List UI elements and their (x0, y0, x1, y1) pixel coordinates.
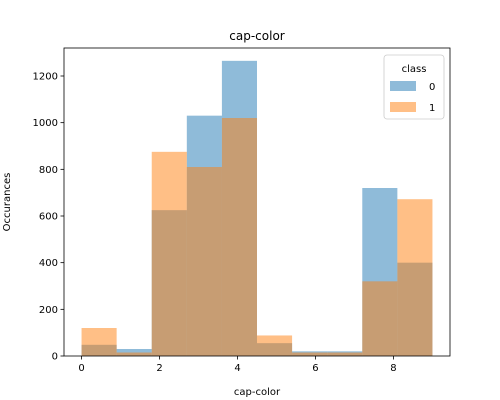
bar-class-1-bin-7 (327, 352, 363, 356)
x-axis-ticks: 0 2 4 6 8 (78, 356, 397, 374)
legend-label-class-0: 0 (429, 82, 435, 93)
x-tick-label: 2 (156, 363, 162, 374)
x-tick-label: 4 (234, 363, 240, 374)
bar-class-1-bin-0 (81, 328, 117, 356)
bar-class-1-bin-8 (362, 281, 398, 356)
x-tick-label: 8 (390, 363, 396, 374)
bar-class-1-bin-1 (116, 352, 152, 356)
bar-class-1-bin-5 (257, 335, 293, 356)
bar-class-1-bin-2 (151, 151, 187, 356)
legend-swatch-class-0 (390, 81, 416, 91)
legend-label-class-1: 1 (429, 103, 435, 114)
x-tick-label: 0 (78, 363, 84, 374)
y-tick-label: 400 (39, 258, 58, 269)
x-axis-label: cap-color (234, 387, 281, 398)
y-tick-label: 200 (39, 305, 58, 316)
bar-class-1-bin-6 (292, 352, 328, 356)
y-tick-label: 0 (52, 352, 58, 363)
y-tick-label: 600 (39, 212, 58, 223)
y-tick-label: 1200 (33, 72, 58, 83)
x-tick-label: 6 (312, 363, 318, 374)
bar-class-1-bin-3 (186, 167, 222, 356)
y-axis-ticks: 0 200 400 600 800 1000 1200 (33, 72, 64, 363)
legend-title: class (402, 64, 427, 75)
bars-group (81, 60, 433, 357)
y-tick-label: 1000 (33, 118, 58, 129)
plot-frame (63, 47, 451, 357)
legend-swatch-class-1 (390, 102, 416, 112)
chart-title: cap-color (229, 29, 285, 43)
bar-class-1-bin-4 (221, 118, 257, 356)
y-axis-label: Occurances (2, 173, 13, 232)
y-tick-label: 800 (39, 165, 58, 176)
legend-items: 01 (390, 81, 435, 114)
bar-class-1-bin-9 (397, 199, 433, 356)
legend: class 01 (383, 54, 445, 120)
